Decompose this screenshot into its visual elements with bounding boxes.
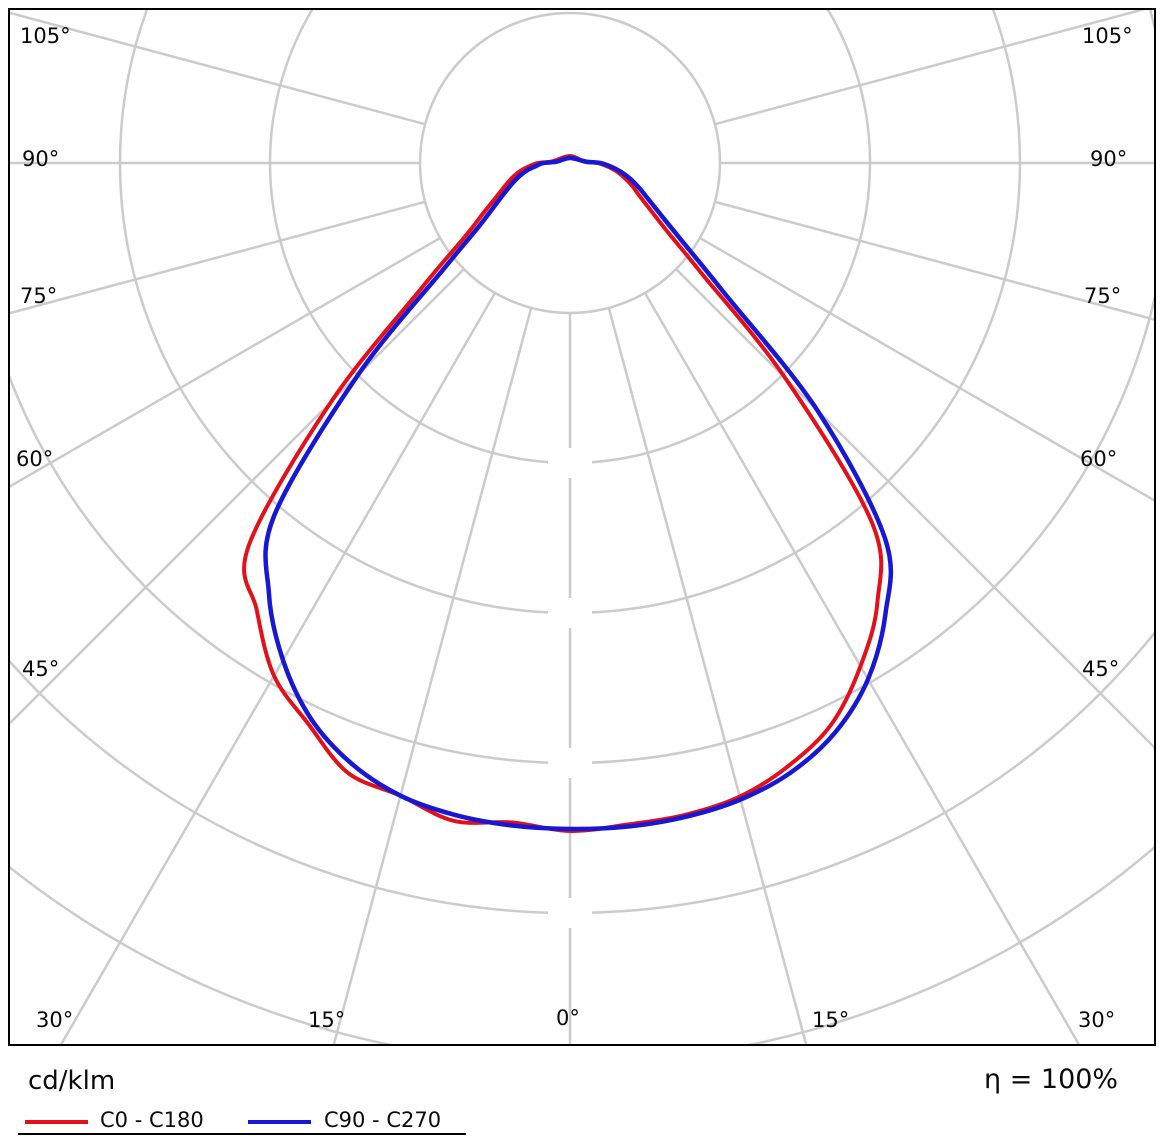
curve-c90-c270 bbox=[263, 155, 894, 832]
polar-chart bbox=[10, 10, 1154, 1044]
efficiency-label: η = 100% bbox=[984, 1064, 1119, 1095]
angle-label-right-90: 90° bbox=[1090, 147, 1128, 171]
angle-label-bottom-0: 0° bbox=[556, 1006, 580, 1030]
angle-label-right-105: 105° bbox=[1082, 24, 1133, 48]
curves bbox=[242, 154, 894, 834]
angle-label-left-105: 105° bbox=[20, 24, 71, 48]
angle-label-right-75: 75° bbox=[1084, 284, 1122, 308]
angle-label-left-90: 90° bbox=[22, 147, 60, 171]
axis-value-gaps bbox=[548, 448, 592, 928]
angle-label-bottom-15-right: 15° bbox=[812, 1008, 850, 1032]
curve-c0-c180 bbox=[242, 154, 884, 834]
units-label: cd/klm bbox=[28, 1066, 116, 1096]
legend-label-c90-c270: C90 - C270 bbox=[324, 1108, 442, 1132]
angle-label-bottom-30-right: 30° bbox=[1078, 1008, 1116, 1032]
angle-label-bottom-30-left: 30° bbox=[36, 1008, 74, 1032]
legend-underline bbox=[18, 1133, 466, 1135]
angle-label-right-60: 60° bbox=[1080, 447, 1118, 471]
legend-label-c0-c180: C0 - C180 bbox=[100, 1108, 204, 1132]
angle-label-left-60: 60° bbox=[16, 447, 54, 471]
legend-line-c90-c270 bbox=[248, 1120, 311, 1124]
angle-label-bottom-15-left: 15° bbox=[308, 1008, 346, 1032]
angle-label-right-45: 45° bbox=[1082, 657, 1120, 681]
angle-label-left-75: 75° bbox=[20, 284, 58, 308]
angle-label-left-45: 45° bbox=[22, 657, 60, 681]
polar-grid bbox=[10, 10, 1154, 1044]
legend-line-c0-c180 bbox=[25, 1120, 88, 1124]
plot-frame bbox=[8, 8, 1156, 1046]
